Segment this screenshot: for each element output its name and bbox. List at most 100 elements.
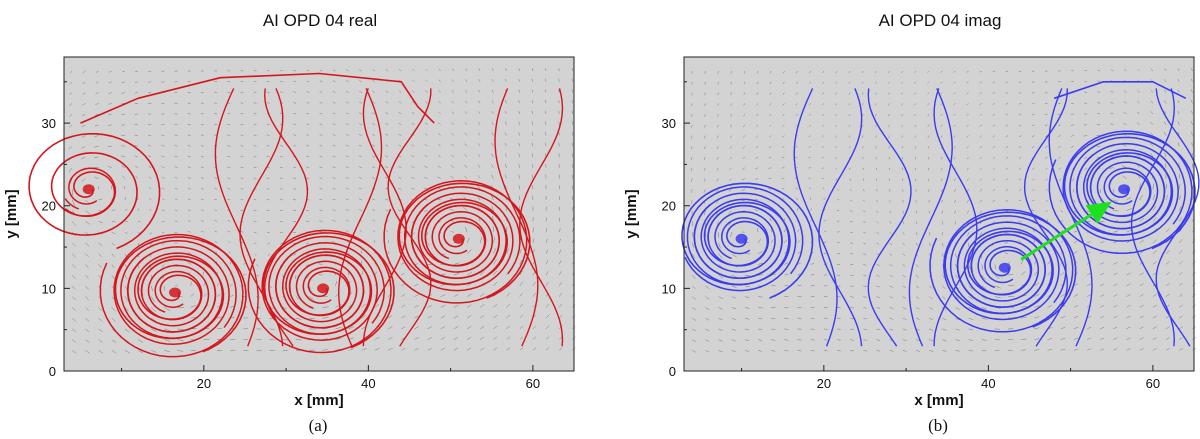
vector-arrow <box>848 92 851 95</box>
vector-arrow <box>795 156 798 159</box>
vector-arrow <box>797 262 801 265</box>
vector-arrow <box>411 90 415 93</box>
vector-arrow <box>440 326 446 330</box>
vector-arrow <box>1100 315 1105 319</box>
vector-arrow <box>731 274 737 278</box>
vector-arrow <box>110 185 112 190</box>
vector-arrow <box>85 285 89 290</box>
vector-arrow <box>121 113 125 115</box>
vector-arrow <box>1126 272 1131 276</box>
vector-arrow <box>359 229 362 233</box>
vector-arrow <box>1139 194 1144 201</box>
vector-arrow <box>280 91 283 93</box>
vector-arrow <box>187 220 191 222</box>
vector-arrow <box>322 327 329 330</box>
vector-arrow <box>784 273 789 276</box>
vector-arrow <box>477 164 481 168</box>
vector-arrow <box>438 68 441 72</box>
vector-arrow <box>463 175 468 179</box>
vector-arrow <box>493 303 498 308</box>
vector-arrow <box>797 229 800 233</box>
vector-arrow <box>451 154 455 158</box>
vector-arrow <box>121 145 125 147</box>
vector-arrow <box>692 328 697 332</box>
vector-arrow <box>850 350 855 352</box>
x-tick-label: 20 <box>817 376 831 391</box>
vector-arrow <box>359 90 362 93</box>
vector-arrow <box>401 315 406 319</box>
vector-arrow <box>293 253 297 256</box>
vector-arrow <box>306 274 310 279</box>
vector-arrow <box>319 145 323 147</box>
vector-arrow <box>1073 230 1078 233</box>
vector-arrow <box>266 102 270 104</box>
vector-arrow <box>889 274 893 278</box>
vector-arrow <box>306 69 310 72</box>
vector-arrow <box>835 178 838 181</box>
vector-arrow <box>743 103 746 106</box>
vector-arrow <box>345 230 349 233</box>
vector-arrow <box>850 317 854 320</box>
vector-arrow <box>518 89 520 93</box>
vector-arrow <box>1100 305 1105 308</box>
vector-arrow <box>453 272 460 276</box>
vector-arrow <box>1126 229 1132 233</box>
vector-arrow <box>85 242 90 247</box>
y-tick-label: 20 <box>662 199 676 214</box>
vector-arrow <box>902 339 907 342</box>
vector-arrow <box>1139 348 1144 351</box>
vector-arrow <box>322 317 329 319</box>
vector-arrow <box>861 135 864 138</box>
vector-arrow <box>95 103 99 106</box>
y-tick-label: 0 <box>669 364 676 379</box>
vector-arrow <box>190 305 197 308</box>
vector-arrow <box>401 262 405 265</box>
vector-arrow <box>518 195 520 201</box>
vector-arrow <box>493 325 498 330</box>
vector-arrow <box>1018 199 1022 202</box>
vector-arrow <box>227 230 231 233</box>
vector-arrow <box>438 79 441 82</box>
vector-arrow <box>464 111 468 115</box>
vector-arrow <box>215 251 218 254</box>
vector-arrow <box>1178 217 1182 222</box>
vector-arrow <box>266 134 270 136</box>
vector-arrow <box>705 350 710 353</box>
vector-arrow <box>966 146 969 149</box>
vector-arrow <box>1032 167 1035 170</box>
vector-arrow <box>1086 283 1092 287</box>
vector-arrow <box>1031 135 1035 138</box>
vector-arrow <box>465 226 468 233</box>
vector-arrow <box>1057 145 1061 148</box>
vector-arrow <box>902 307 907 310</box>
vector-arrow <box>850 339 854 341</box>
vector-arrow <box>545 217 547 222</box>
vector-arrow <box>518 163 520 168</box>
vector-arrow <box>705 232 707 238</box>
vector-arrow <box>742 146 746 149</box>
vector-arrow <box>940 113 943 117</box>
vector-arrow <box>782 135 785 138</box>
vector-arrow <box>398 188 402 190</box>
vector-arrow <box>795 124 798 127</box>
x-tick-label: 40 <box>361 376 375 391</box>
vector-arrow <box>545 249 548 254</box>
vector-arrow <box>1060 230 1064 233</box>
vector-arrow <box>836 317 841 319</box>
vector-arrow <box>1165 250 1170 254</box>
vortex-center <box>82 184 95 195</box>
vector-arrow <box>1057 135 1061 137</box>
vector-arrow <box>718 296 723 300</box>
vector-arrow <box>1179 293 1183 297</box>
vector-arrow <box>161 187 165 190</box>
vector-arrow <box>1139 183 1141 190</box>
vector-arrow <box>98 317 103 322</box>
vector-arrow <box>572 217 574 222</box>
vector-arrow <box>200 134 204 136</box>
chart-a-plot-area <box>64 57 574 371</box>
vector-arrow <box>1018 230 1022 233</box>
vector-arrow <box>227 177 231 179</box>
vector-arrow <box>385 177 389 179</box>
streamline-loop <box>120 239 237 339</box>
vector-arrow <box>994 274 1000 279</box>
